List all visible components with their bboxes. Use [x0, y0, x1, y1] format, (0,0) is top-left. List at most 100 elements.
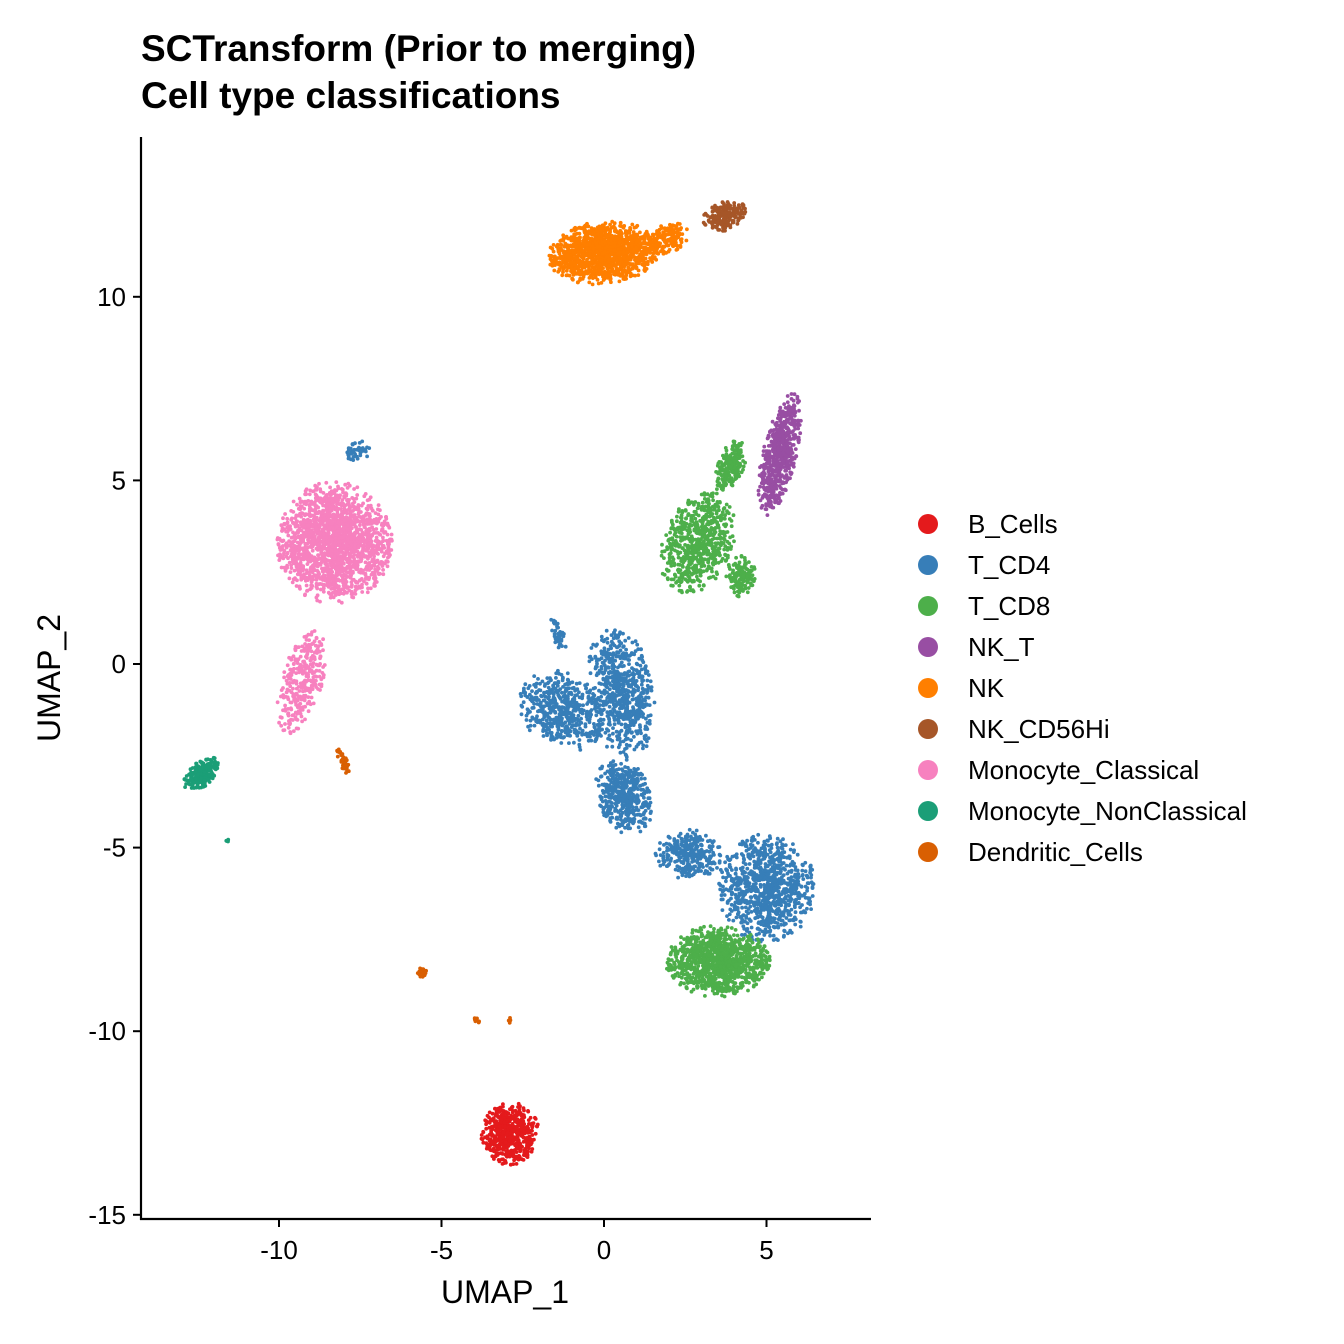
data-point — [644, 695, 648, 700]
data-point — [747, 862, 752, 866]
data-point — [605, 744, 609, 749]
data-point — [568, 733, 572, 738]
data-point — [526, 1149, 530, 1154]
data-point — [614, 678, 619, 683]
data-point — [706, 930, 710, 935]
data-point — [741, 975, 746, 980]
data-point — [618, 706, 622, 711]
data-point — [637, 740, 642, 745]
data-point — [565, 707, 570, 712]
data-point — [803, 910, 808, 915]
data-point — [669, 856, 673, 861]
data-point — [708, 860, 713, 865]
data-point — [693, 976, 698, 981]
data-point — [757, 897, 761, 902]
data-point — [583, 683, 587, 688]
data-point — [800, 868, 805, 873]
data-point — [670, 850, 675, 854]
data-point — [684, 854, 688, 859]
data-point — [589, 646, 594, 650]
data-point — [625, 723, 630, 728]
data-point — [723, 860, 727, 865]
data-point — [517, 1104, 522, 1109]
data-point — [734, 895, 738, 900]
data-point — [615, 650, 619, 654]
data-point — [787, 869, 791, 874]
data-point — [703, 948, 707, 952]
data-point — [358, 453, 363, 458]
data-point — [538, 703, 543, 708]
data-point — [630, 691, 635, 696]
data-point — [544, 718, 549, 723]
data-point — [524, 713, 529, 718]
data-point — [627, 662, 631, 666]
data-point — [748, 895, 753, 899]
data-point — [559, 672, 564, 677]
data-point — [733, 928, 738, 932]
data-point — [621, 631, 625, 636]
data-point — [764, 958, 768, 963]
data-point — [518, 1142, 523, 1146]
data-point — [605, 775, 610, 780]
data-point — [767, 834, 772, 839]
data-point — [641, 743, 646, 748]
data-point — [778, 871, 783, 876]
data-point — [724, 876, 728, 880]
data-point — [587, 659, 592, 664]
data-point — [750, 885, 754, 889]
data-point — [745, 866, 750, 871]
data-point — [723, 928, 728, 933]
data-point — [617, 674, 621, 678]
data-point — [639, 776, 644, 781]
data-point — [549, 617, 554, 622]
data-point — [807, 896, 812, 901]
data-point — [521, 1139, 526, 1144]
data-point — [614, 773, 619, 778]
data-point — [533, 1117, 538, 1121]
data-point — [664, 533, 669, 537]
data-point — [523, 682, 528, 687]
data-point — [697, 834, 702, 839]
data-point — [607, 713, 611, 717]
data-point — [554, 671, 559, 676]
data-point — [566, 682, 570, 687]
data-point — [530, 1124, 535, 1128]
data-point — [607, 733, 612, 738]
data-point — [596, 778, 601, 783]
data-point — [499, 1117, 504, 1122]
data-point — [486, 1136, 490, 1141]
data-point — [653, 851, 658, 856]
data-point — [751, 854, 756, 859]
data-point — [646, 788, 651, 793]
data-point — [547, 727, 551, 732]
data-point — [508, 1107, 512, 1112]
data-point — [571, 715, 576, 720]
data-point — [735, 985, 739, 989]
data-point — [617, 693, 622, 697]
data-point — [600, 690, 605, 695]
data-point — [584, 686, 588, 691]
data-point — [594, 736, 599, 741]
data-point — [720, 993, 724, 998]
data-point — [481, 1129, 486, 1134]
data-point — [744, 909, 749, 914]
data-point — [681, 546, 685, 550]
data-point — [649, 688, 654, 693]
data-point — [618, 812, 623, 817]
data-point — [505, 1146, 509, 1150]
points-layer — [182, 200, 816, 1167]
data-point — [555, 683, 560, 688]
data-point — [752, 894, 757, 898]
data-point — [495, 1113, 500, 1118]
data-point — [766, 930, 770, 934]
data-point — [628, 826, 632, 831]
data-point — [525, 1124, 530, 1129]
data-point — [639, 787, 644, 792]
data-point — [595, 642, 599, 647]
data-point — [510, 1141, 515, 1146]
data-point — [607, 671, 611, 676]
data-point — [514, 1111, 519, 1116]
data-point — [751, 966, 755, 971]
data-point — [675, 514, 679, 519]
data-point — [561, 735, 565, 740]
